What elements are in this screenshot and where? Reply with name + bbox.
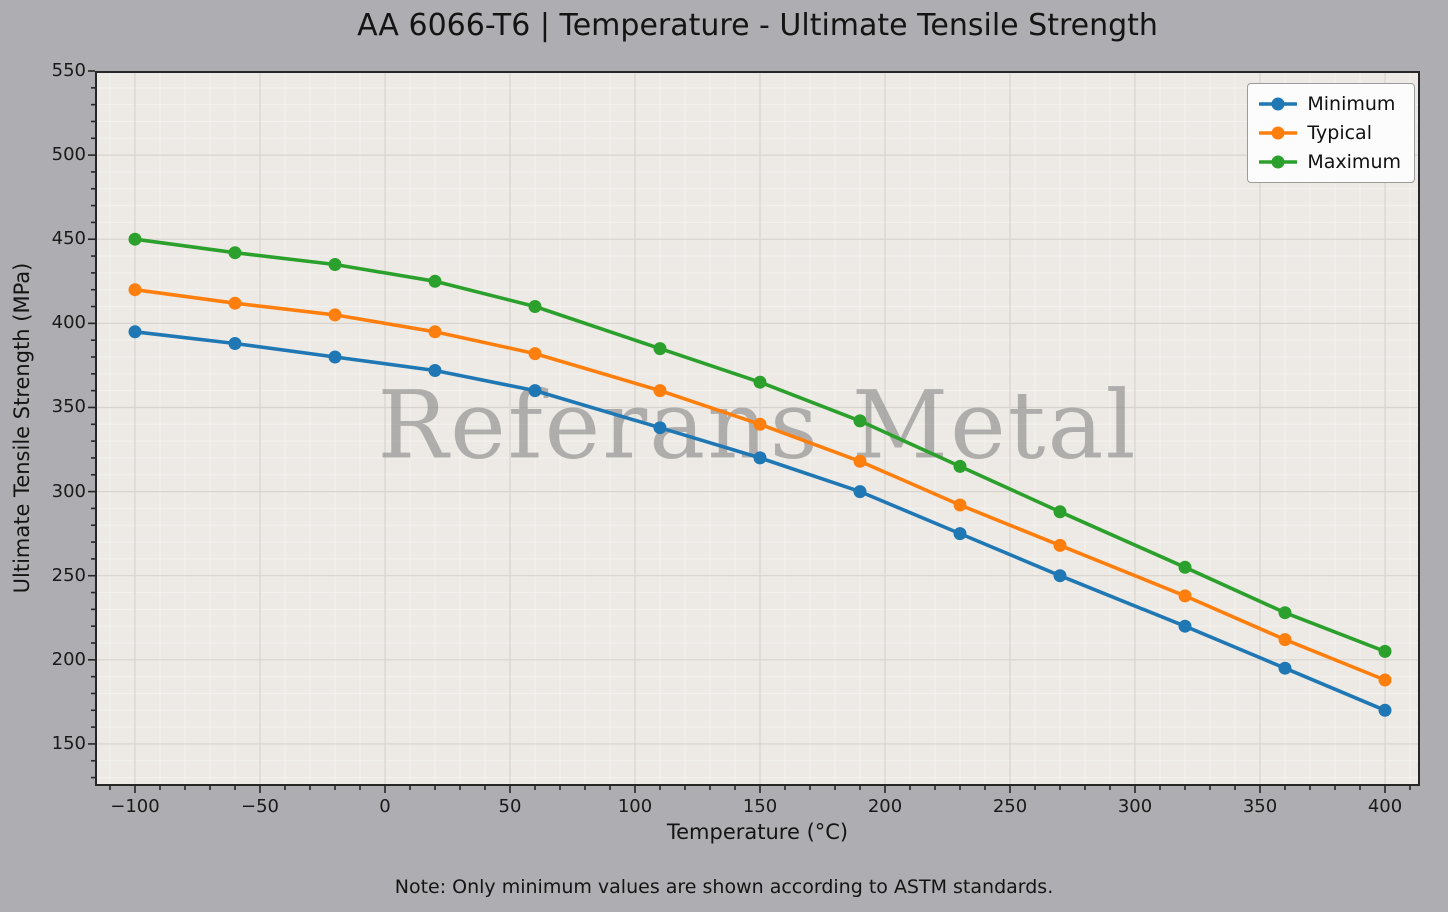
data-point-typical [853, 454, 867, 468]
legend-marker-maximum [1259, 155, 1298, 169]
data-point-maximum [1378, 644, 1392, 658]
data-point-maximum [528, 300, 542, 313]
data-point-minimum [1378, 703, 1392, 717]
data-point-typical [953, 498, 967, 512]
series-typical [128, 283, 1392, 687]
data-point-minimum [953, 527, 967, 541]
data-point-maximum [653, 342, 667, 356]
y-tick-label: 350 [51, 396, 86, 418]
legend-item-maximum: Maximum [1259, 151, 1401, 173]
data-point-minimum [1053, 569, 1067, 583]
data-point-typical [1178, 589, 1192, 603]
legend-marker-minimum [1259, 97, 1298, 111]
data-point-typical [1278, 633, 1292, 647]
x-tick-label: 400 [1367, 796, 1403, 817]
data-point-typical [653, 384, 667, 398]
series-maximum [128, 232, 1392, 658]
data-point-maximum [1178, 560, 1192, 574]
y-tick-label: 150 [51, 732, 86, 754]
data-point-typical [1053, 538, 1067, 552]
data-point-minimum [528, 384, 542, 398]
x-tick-label: 350 [1242, 796, 1278, 817]
data-point-minimum [328, 350, 342, 364]
plot-area: Referans Metal [95, 71, 1420, 786]
data-point-maximum [328, 258, 342, 271]
x-tick-label: 200 [867, 796, 903, 817]
x-tick-label: 150 [742, 796, 778, 817]
legend-item-minimum: Minimum [1259, 93, 1401, 115]
y-tick-label: 300 [51, 480, 86, 502]
data-point-minimum [653, 421, 667, 435]
data-point-typical [753, 417, 767, 431]
y-tick-label: 400 [51, 312, 86, 334]
legend-label: Minimum [1307, 93, 1396, 115]
data-point-minimum [128, 325, 142, 339]
x-tick-label: 0 [379, 796, 391, 817]
y-tick-label: 200 [51, 648, 86, 670]
data-point-typical [428, 325, 442, 339]
data-point-minimum [753, 451, 767, 465]
x-tick-label: −50 [241, 796, 279, 817]
y-tick-label: 250 [51, 564, 86, 586]
legend-label: Typical [1307, 122, 1372, 144]
data-point-typical [128, 283, 142, 297]
data-point-minimum [853, 485, 867, 499]
data-point-typical [1378, 673, 1392, 687]
note-text: Note: Only minimum values are shown acco… [394, 876, 1054, 898]
chart-title: AA 6066-T6 | Temperature - Ultimate Tens… [357, 8, 1158, 43]
plot-canvas: Referans Metal [95, 71, 1420, 786]
data-point-minimum [428, 364, 442, 377]
data-point-minimum [1178, 619, 1192, 633]
data-point-maximum [953, 459, 967, 473]
major-gridlines [95, 71, 1420, 786]
data-point-typical [228, 296, 242, 310]
data-point-maximum [128, 232, 142, 246]
series-minimum [128, 325, 1392, 717]
data-point-typical [328, 308, 342, 322]
x-axis-label: Temperature (°C) [666, 820, 849, 844]
x-tick-label: −100 [110, 796, 160, 817]
x-tick-label: 50 [498, 796, 522, 817]
data-point-typical [528, 347, 542, 361]
y-axis-label: Ultimate Tensile Strength (MPa) [10, 262, 34, 594]
x-tick-label: 300 [1117, 796, 1153, 817]
data-point-maximum [228, 246, 242, 260]
data-point-maximum [753, 375, 767, 389]
legend-marker-typical [1259, 126, 1298, 140]
x-tick-label: 250 [992, 796, 1028, 817]
y-tick-label: 500 [51, 144, 86, 166]
y-tick-label: 550 [51, 60, 86, 81]
data-point-maximum [1278, 606, 1292, 620]
legend-label: Maximum [1307, 151, 1401, 173]
data-point-minimum [1278, 661, 1292, 675]
data-point-maximum [1053, 505, 1067, 519]
data-point-minimum [228, 337, 242, 350]
axes-spines [95, 71, 1420, 786]
y-tick-label: 450 [51, 228, 86, 250]
data-point-maximum [853, 414, 867, 428]
legend-item-typical: Typical [1259, 122, 1401, 144]
data-point-maximum [428, 274, 442, 288]
legend: Minimum Typical Maximum [1247, 83, 1415, 183]
x-tick-label: 100 [617, 796, 653, 817]
